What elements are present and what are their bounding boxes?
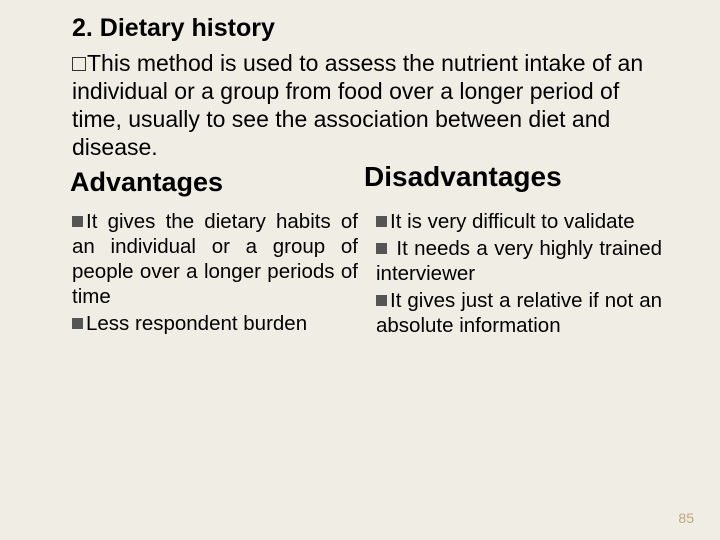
advantages-column: It gives the dietary habits of an indivi…	[72, 209, 358, 340]
slide-content: 2. Dietary history This method is used t…	[0, 0, 720, 340]
disadvantages-column: It is very difficult to validate It need…	[376, 209, 662, 340]
list-item: It gives the dietary habits of an indivi…	[72, 209, 358, 309]
intro-paragraph: This method is used to assess the nutrie…	[72, 49, 662, 161]
page-number: 85	[678, 510, 694, 526]
slide-title: 2. Dietary history	[72, 14, 662, 43]
advantage-text: It gives the dietary habits of an indivi…	[72, 210, 358, 308]
advantages-heading: Advantages	[70, 167, 223, 198]
headings-row: Advantages Disadvantages	[72, 165, 662, 201]
intro-text: This method is used to assess the nutrie…	[72, 50, 643, 160]
list-item: Less respondent burden	[72, 311, 358, 336]
disadvantages-heading: Disadvantages	[364, 161, 562, 193]
disadvantage-text: It gives just a relative if not an absol…	[376, 289, 662, 337]
square-bullet-icon	[376, 216, 387, 227]
disadvantage-text: It is very difficult to validate	[390, 210, 635, 233]
list-item: It is very difficult to validate	[376, 209, 662, 234]
checkbox-bullet-icon	[72, 57, 86, 71]
square-bullet-icon	[376, 243, 387, 254]
columns: It gives the dietary habits of an indivi…	[72, 209, 662, 340]
square-bullet-icon	[72, 216, 83, 227]
list-item: It gives just a relative if not an absol…	[376, 288, 662, 338]
list-item: It needs a very highly trained interview…	[376, 236, 662, 286]
advantage-text: Less respondent burden	[86, 312, 307, 335]
square-bullet-icon	[72, 318, 83, 329]
square-bullet-icon	[376, 295, 387, 306]
disadvantage-text: It needs a very highly trained interview…	[376, 237, 662, 285]
